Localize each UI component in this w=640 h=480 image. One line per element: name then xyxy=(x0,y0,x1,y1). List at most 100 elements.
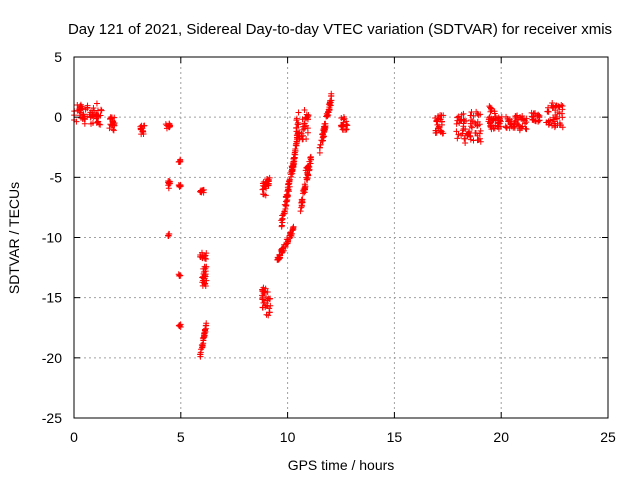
data-point xyxy=(288,173,295,180)
x-tick-label: 15 xyxy=(387,429,403,445)
data-point xyxy=(301,181,308,188)
data-point xyxy=(77,101,84,108)
point-cluster xyxy=(175,271,184,280)
point-cluster xyxy=(137,122,148,138)
data-point xyxy=(514,112,521,119)
data-point xyxy=(485,116,492,123)
data-point xyxy=(459,130,466,137)
data-point xyxy=(511,123,518,130)
data-point xyxy=(93,100,100,107)
data-point xyxy=(89,120,96,127)
data-point xyxy=(475,112,482,119)
point-cluster xyxy=(491,112,530,134)
data-points xyxy=(71,90,566,360)
point-cluster xyxy=(274,223,297,263)
data-point xyxy=(280,212,287,219)
data-point xyxy=(163,125,170,132)
data-point xyxy=(177,181,184,188)
data-point xyxy=(522,125,529,132)
data-point xyxy=(284,192,291,199)
data-point xyxy=(510,124,517,131)
data-point xyxy=(280,245,287,252)
data-point xyxy=(111,114,118,121)
data-point xyxy=(316,144,323,151)
data-point xyxy=(286,178,293,185)
data-point xyxy=(438,128,445,135)
data-point xyxy=(523,115,530,122)
point-cluster xyxy=(259,284,274,319)
point-cluster xyxy=(289,129,301,174)
data-point xyxy=(549,99,556,106)
tick-marks xyxy=(73,56,609,419)
data-point xyxy=(298,199,305,206)
data-point xyxy=(283,236,290,243)
data-point xyxy=(303,176,310,183)
data-point xyxy=(90,114,97,121)
data-point xyxy=(462,135,469,142)
data-point xyxy=(545,121,552,128)
data-point xyxy=(514,121,521,128)
data-point xyxy=(199,254,206,261)
point-cluster xyxy=(543,99,566,131)
data-point xyxy=(460,110,467,117)
data-point xyxy=(338,114,345,121)
data-point xyxy=(304,165,311,172)
point-cluster xyxy=(302,163,312,174)
data-point xyxy=(460,123,467,130)
data-point xyxy=(137,125,144,132)
data-point xyxy=(503,113,510,120)
data-point xyxy=(549,122,556,129)
data-point xyxy=(286,234,293,241)
data-point xyxy=(299,136,306,143)
y-tick-label: -15 xyxy=(42,290,62,306)
point-cluster xyxy=(165,230,173,239)
data-point xyxy=(165,232,172,239)
data-point xyxy=(438,118,445,125)
data-point xyxy=(140,131,147,138)
point-cluster xyxy=(175,321,184,331)
data-point xyxy=(508,118,515,125)
y-tick-label: -10 xyxy=(42,230,62,246)
data-point xyxy=(265,295,272,302)
data-point xyxy=(435,115,442,122)
data-point xyxy=(512,113,519,120)
data-point xyxy=(458,117,465,124)
x-tick-label: 10 xyxy=(280,429,296,445)
data-point xyxy=(292,151,299,158)
point-cluster xyxy=(71,100,105,128)
data-point xyxy=(293,132,300,139)
data-point xyxy=(80,115,87,122)
data-point xyxy=(198,189,205,196)
data-point xyxy=(141,122,148,129)
x-tick-label: 20 xyxy=(493,429,509,445)
data-point xyxy=(277,252,284,259)
data-point xyxy=(321,127,328,134)
data-point xyxy=(474,118,481,125)
data-point xyxy=(260,299,267,306)
data-point xyxy=(487,124,494,131)
data-point xyxy=(558,110,565,117)
y-tick-label: -25 xyxy=(42,410,62,426)
point-cluster xyxy=(197,320,210,360)
data-point xyxy=(536,113,543,120)
data-point xyxy=(202,280,209,287)
y-tick-labels: 5 0 -5 -10 -15 -20 -25 xyxy=(42,49,62,426)
data-point xyxy=(165,179,172,186)
data-point xyxy=(74,107,81,114)
data-point xyxy=(454,135,461,142)
grid-lines xyxy=(74,57,608,418)
data-point xyxy=(201,279,208,286)
data-point xyxy=(93,112,100,119)
data-point xyxy=(281,201,288,208)
data-point xyxy=(265,312,272,319)
data-point xyxy=(474,122,481,129)
data-point xyxy=(91,107,98,114)
data-point xyxy=(261,290,268,297)
point-cluster xyxy=(199,263,210,289)
data-point xyxy=(165,185,172,192)
data-point xyxy=(199,344,206,351)
data-point xyxy=(340,119,347,126)
data-point xyxy=(474,137,481,144)
data-point xyxy=(259,296,266,303)
data-point xyxy=(325,112,332,119)
